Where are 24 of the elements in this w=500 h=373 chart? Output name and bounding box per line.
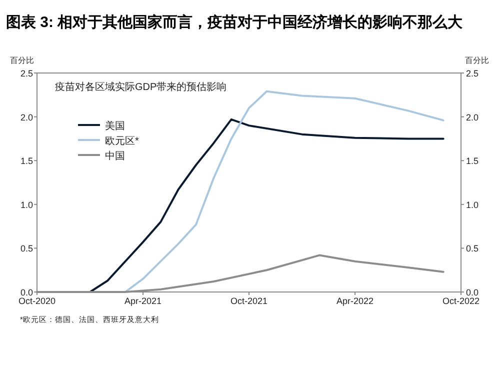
y-tick-label: 1.0 bbox=[20, 200, 33, 210]
x-tick-label: Oct-2022 bbox=[442, 296, 480, 306]
y-tick-label: 0.5 bbox=[20, 244, 33, 254]
x-tick-label: Apr-2021 bbox=[124, 296, 162, 306]
y-tick-label: 1.5 bbox=[20, 156, 33, 166]
y2-tick-label: 2.5 bbox=[466, 68, 479, 78]
legend-label: 中国 bbox=[105, 150, 125, 162]
y-tick-label: 2.5 bbox=[20, 68, 33, 78]
y2-tick-label: 1.0 bbox=[466, 200, 479, 210]
legend-label: 美国 bbox=[105, 120, 125, 132]
annotation: 疫苗对各区域实际GDP带来的预估影响 bbox=[55, 81, 227, 93]
x-tick-label: Apr-2022 bbox=[336, 296, 374, 306]
y2-tick-label: 2.0 bbox=[466, 112, 479, 122]
y2-axis-title: 百分比 bbox=[465, 56, 489, 65]
chart-title: 图表 3: 相对于其他国家而言，疫苗对于中国经济增长的影响不那么大 bbox=[6, 13, 464, 31]
y-axis-title: 百分比 bbox=[10, 56, 34, 65]
y2-tick-label: 1.5 bbox=[466, 156, 479, 166]
x-tick-label: Oct-2021 bbox=[230, 296, 268, 306]
y-tick-label: 2.0 bbox=[20, 112, 33, 122]
y-tick-label: 0.0 bbox=[20, 288, 33, 298]
x-tick-label: Oct-2020 bbox=[18, 296, 56, 306]
legend-label: 欧元区* bbox=[105, 136, 139, 147]
y2-tick-label: 0.0 bbox=[466, 288, 479, 298]
y2-tick-label: 0.5 bbox=[466, 244, 479, 254]
